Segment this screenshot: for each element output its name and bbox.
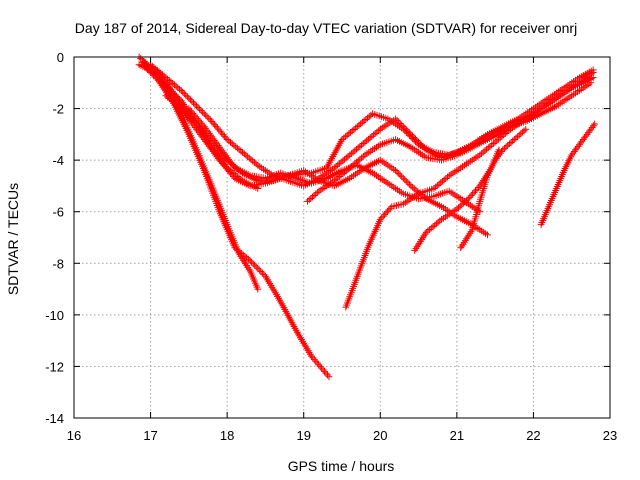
x-tick-label: 23 <box>603 428 617 443</box>
data-points <box>147 61 597 190</box>
series-trace-2 <box>139 61 333 381</box>
x-tick-label: 19 <box>296 428 310 443</box>
y-axis-label: SDTVAR / TECUs <box>5 183 21 295</box>
y-tick-label: 0 <box>57 50 64 65</box>
chart-title: Day 187 of 2014, Sidereal Day-to-day VTE… <box>75 20 577 36</box>
series-trace-6 <box>185 105 484 216</box>
data-points <box>139 61 333 381</box>
y-tick-label: -2 <box>52 102 64 117</box>
x-tick-label: 22 <box>526 428 540 443</box>
data-points <box>135 61 262 193</box>
data-points <box>342 74 597 311</box>
y-tick-label: -6 <box>52 205 64 220</box>
plot-frame <box>73 56 611 419</box>
x-tick-label: 18 <box>220 428 234 443</box>
series-trace-10 <box>457 125 530 252</box>
x-tick-label: 16 <box>67 428 81 443</box>
y-tick-label: -14 <box>45 411 64 426</box>
x-tick-label: 20 <box>373 428 387 443</box>
y-tick-label: -12 <box>45 359 64 374</box>
axis-ticks: 16 17 18 19 20 21 22 23 0 -2 -4 -6 -8 -10 -12 -14 <box>45 50 617 443</box>
y-tick-label: -8 <box>52 256 64 271</box>
data-points <box>457 125 530 252</box>
y-tick-label: -4 <box>52 153 64 168</box>
data-points <box>537 120 599 229</box>
x-tick-label: 21 <box>450 428 464 443</box>
series-trace-8 <box>342 74 597 311</box>
series-trace-12 <box>135 61 262 193</box>
x-tick-label: 17 <box>143 428 157 443</box>
data-points <box>185 105 484 216</box>
x-axis-label: GPS time / hours <box>288 458 395 474</box>
series-trace-4 <box>147 61 597 190</box>
y-tick-label: -10 <box>45 308 64 323</box>
series-layer <box>135 53 599 381</box>
series-trace-11 <box>537 120 599 229</box>
